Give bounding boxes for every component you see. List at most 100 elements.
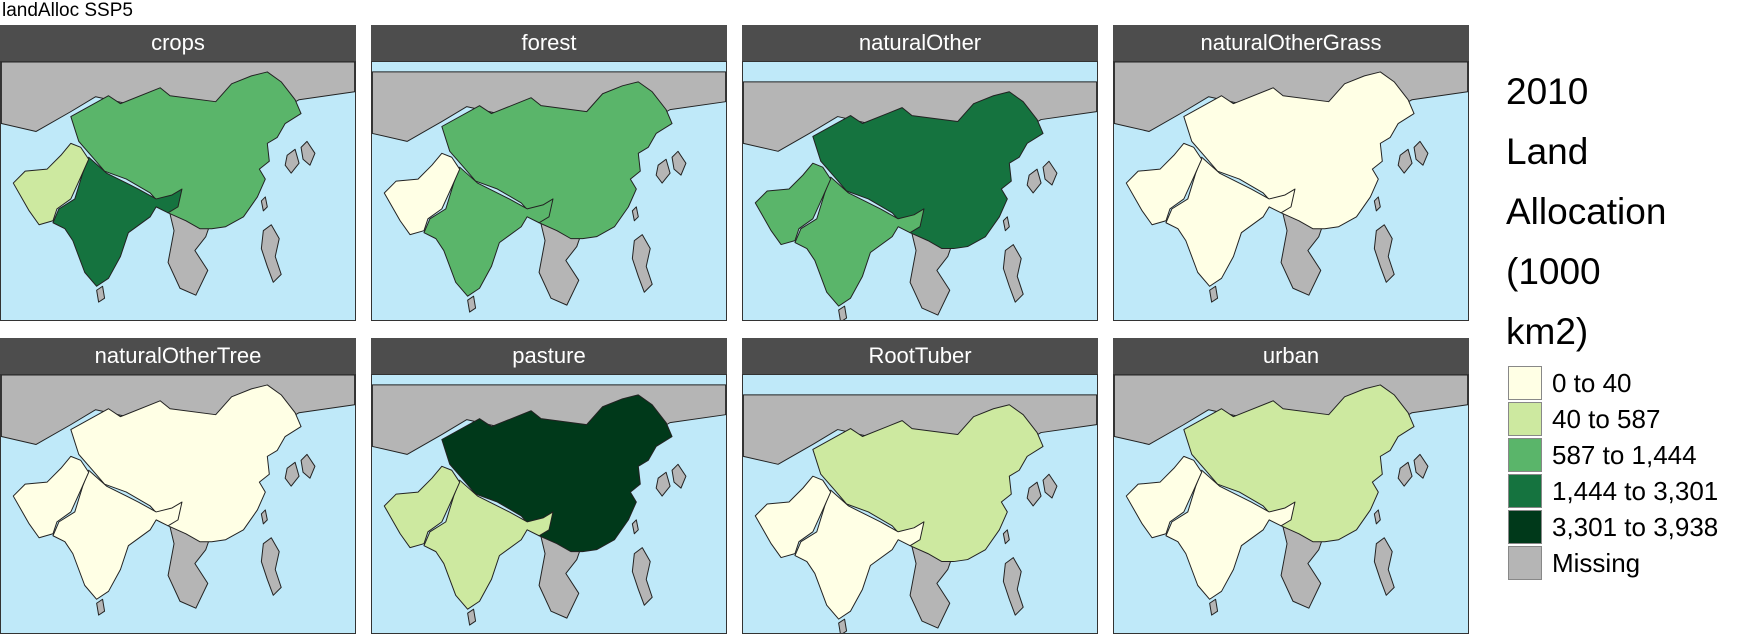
background-land <box>1413 453 1429 479</box>
background-land <box>284 461 300 487</box>
background-land <box>631 234 653 293</box>
background-land <box>1373 196 1381 212</box>
background-land <box>838 305 848 320</box>
map-panel: forest <box>371 25 727 321</box>
map-area <box>371 61 727 321</box>
region-china <box>1183 71 1415 230</box>
background-land <box>1397 461 1413 487</box>
panel-title: crops <box>0 25 356 61</box>
region-china <box>70 71 302 230</box>
background-land <box>260 196 268 212</box>
background-land <box>838 618 848 633</box>
background-land <box>1042 473 1058 499</box>
background-land <box>467 295 477 313</box>
legend-item: 3,301 to 3,938 <box>1508 509 1718 545</box>
legend-item: 40 to 587 <box>1508 401 1718 437</box>
background-land <box>631 547 653 606</box>
region-india <box>423 166 554 297</box>
region-india <box>1165 156 1296 287</box>
background-land <box>631 519 639 535</box>
panel-title: naturalOtherGrass <box>1113 25 1469 61</box>
background-land <box>467 608 477 626</box>
background-land <box>96 285 106 303</box>
legend-swatch <box>1508 438 1542 472</box>
legend-title-line: (1000 <box>1506 251 1601 292</box>
region-pakistan <box>383 152 461 236</box>
region-pakistan <box>1125 142 1203 226</box>
map-panel: naturalOtherTree <box>0 338 356 634</box>
region-india <box>1165 469 1296 600</box>
legend-swatch <box>1508 402 1542 436</box>
map-svg <box>1 62 355 303</box>
background-land <box>631 206 639 222</box>
region-india <box>794 489 925 620</box>
map-svg <box>743 81 1097 320</box>
map-svg <box>1114 62 1468 303</box>
map-panel: naturalOtherGrass <box>1113 25 1469 321</box>
legend-title-line: Land <box>1506 131 1589 172</box>
map-area <box>1113 374 1469 634</box>
background-land <box>1397 148 1413 174</box>
legend: 0 to 40 40 to 587 587 to 1,444 1,444 to … <box>1508 365 1718 581</box>
background-land <box>1373 509 1381 525</box>
background-land <box>1002 244 1024 303</box>
region-china <box>70 384 302 543</box>
panel-title: urban <box>1113 338 1469 374</box>
region-pakistan <box>754 162 832 246</box>
region-china <box>1183 384 1415 543</box>
panel-title: forest <box>371 25 727 61</box>
legend-item: Missing <box>1508 545 1718 581</box>
region-pakistan <box>1125 455 1203 539</box>
legend-item: 587 to 1,444 <box>1508 437 1718 473</box>
region-india <box>52 469 183 600</box>
background-land <box>96 598 106 616</box>
background-land <box>1209 598 1219 616</box>
region-india <box>423 479 554 610</box>
background-land <box>1373 537 1395 596</box>
map-svg <box>743 394 1097 633</box>
legend-label: 3,301 to 3,938 <box>1552 511 1719 542</box>
background-land <box>1002 557 1024 616</box>
legend-swatch <box>1508 546 1542 580</box>
map-panel: crops <box>0 25 356 321</box>
background-land <box>1413 140 1429 166</box>
background-land <box>1042 160 1058 186</box>
background-land <box>671 463 687 489</box>
background-land <box>300 140 316 166</box>
map-area <box>0 61 356 321</box>
background-land <box>1002 529 1010 545</box>
region-china <box>441 81 673 240</box>
map-panel: RootTuber <box>742 338 1098 634</box>
region-pakistan <box>754 475 832 559</box>
region-pakistan <box>12 142 90 226</box>
map-area <box>1113 61 1469 321</box>
map-svg <box>372 71 726 313</box>
map-area <box>371 374 727 634</box>
legend-label: 40 to 587 <box>1552 403 1661 434</box>
background-land <box>1209 285 1219 303</box>
panel-title: RootTuber <box>742 338 1098 374</box>
legend-swatch <box>1508 474 1542 508</box>
legend-label: 587 to 1,444 <box>1552 439 1697 470</box>
map-area <box>742 374 1098 634</box>
background-land <box>655 471 671 497</box>
legend-title: 2010 Land Allocation (1000 km2) <box>1506 62 1666 362</box>
map-svg <box>372 384 726 626</box>
legend-label: 0 to 40 <box>1552 367 1632 398</box>
background-land <box>1002 216 1010 232</box>
map-area <box>742 61 1098 321</box>
legend-title-line: km2) <box>1506 311 1589 352</box>
panel-title: pasture <box>371 338 727 374</box>
region-pakistan <box>12 455 90 539</box>
legend-swatch <box>1508 510 1542 544</box>
background-land <box>300 453 316 479</box>
panel-title: naturalOtherTree <box>0 338 356 374</box>
legend-title-line: Allocation <box>1506 191 1667 232</box>
region-china <box>441 394 673 553</box>
legend-title-line: 2010 <box>1506 71 1589 112</box>
background-land <box>260 509 268 525</box>
background-land <box>1026 168 1042 194</box>
background-land <box>1026 481 1042 507</box>
map-svg <box>1 375 355 616</box>
legend-item: 1,444 to 3,301 <box>1508 473 1718 509</box>
